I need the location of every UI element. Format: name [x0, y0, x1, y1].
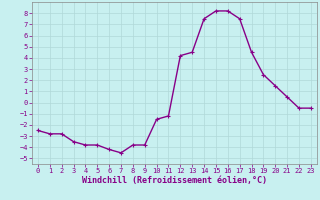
X-axis label: Windchill (Refroidissement éolien,°C): Windchill (Refroidissement éolien,°C)	[82, 176, 267, 185]
